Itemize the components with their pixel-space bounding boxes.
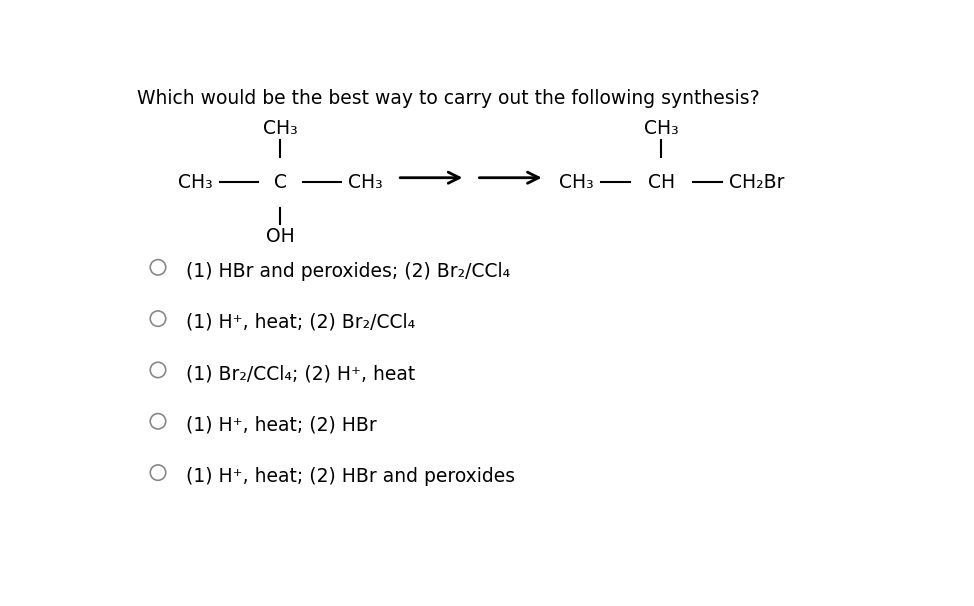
Text: (1) H⁺, heat; (2) HBr: (1) H⁺, heat; (2) HBr (186, 416, 377, 435)
Text: CH₃: CH₃ (644, 119, 679, 138)
Text: C: C (274, 173, 286, 192)
Text: OH: OH (266, 227, 295, 245)
Text: Which would be the best way to carry out the following synthesis?: Which would be the best way to carry out… (136, 89, 760, 108)
Text: CH₂Br: CH₂Br (730, 173, 785, 192)
Text: (1) H⁺, heat; (2) HBr and peroxides: (1) H⁺, heat; (2) HBr and peroxides (186, 467, 515, 486)
Text: CH: CH (648, 173, 675, 192)
Text: CH₃: CH₃ (349, 173, 383, 192)
Text: (1) HBr and peroxides; (2) Br₂/CCl₄: (1) HBr and peroxides; (2) Br₂/CCl₄ (186, 262, 510, 281)
Text: CH₃: CH₃ (177, 173, 212, 192)
Text: (1) Br₂/CCl₄; (2) H⁺, heat: (1) Br₂/CCl₄; (2) H⁺, heat (186, 364, 415, 383)
Text: CH₃: CH₃ (559, 173, 593, 192)
Text: CH₃: CH₃ (263, 119, 298, 138)
Text: (1) H⁺, heat; (2) Br₂/CCl₄: (1) H⁺, heat; (2) Br₂/CCl₄ (186, 313, 415, 332)
